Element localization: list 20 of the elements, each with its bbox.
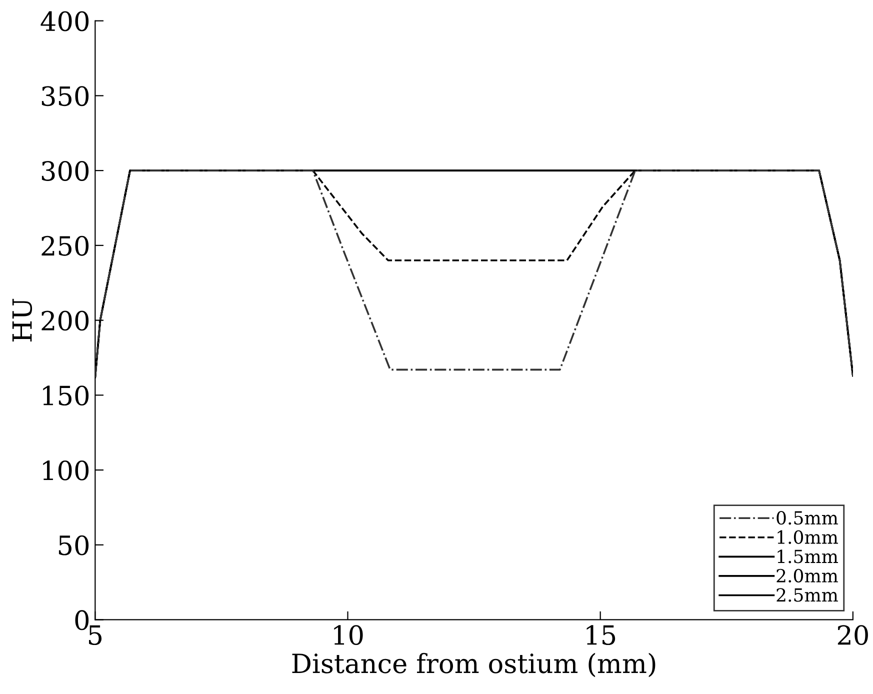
legend-label: 1.5mm xyxy=(778,550,838,564)
y-tick-label: 0 xyxy=(75,610,89,630)
x-tick-label: 10 xyxy=(334,625,363,646)
y-tick-label: 300 xyxy=(42,160,89,181)
y-tick-label: 400 xyxy=(40,11,89,32)
x-tick-label: 15 xyxy=(586,625,616,646)
y-tick-label: 350 xyxy=(42,86,89,106)
y-tick-label: 150 xyxy=(43,386,89,406)
legend-label: 2.0mm xyxy=(776,568,838,583)
legend-label: 1.0mm xyxy=(778,530,838,544)
y-tick-label: 100 xyxy=(43,460,89,480)
y-tick-label: 50 xyxy=(58,535,89,556)
y-axis-title: HU xyxy=(12,298,32,342)
legend-label: 2.5mm xyxy=(776,588,838,602)
x-tick-label: 20 xyxy=(838,625,868,646)
legend-label: 0.5mm xyxy=(776,511,838,525)
y-tick-label: 200 xyxy=(42,310,89,331)
x-axis-title: Distance from ostium (mm) xyxy=(292,652,656,678)
x-tick-label: 5 xyxy=(89,625,102,646)
y-tick-label: 250 xyxy=(42,236,89,256)
